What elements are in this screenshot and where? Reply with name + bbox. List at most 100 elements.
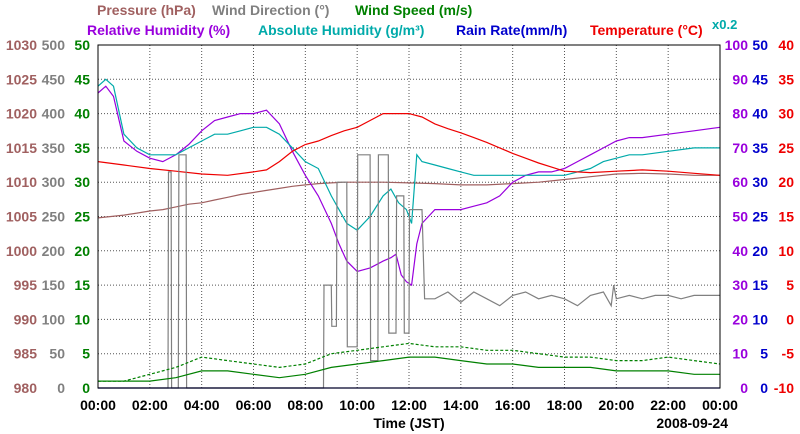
x-tick-label: 12:00 (391, 397, 427, 413)
tick-label-rain-rate: 0 (760, 380, 768, 396)
x-axis-label: Time (JST) (373, 415, 444, 431)
left-axes: 9809859909951000100510101015102010251030… (6, 37, 90, 396)
tick-label-temperature: 40 (778, 37, 794, 53)
tick-label-wind-speed: 0 (82, 380, 90, 396)
tick-label-wind-direction: 100 (42, 311, 66, 327)
tick-label-wind-speed: 35 (74, 140, 90, 156)
tick-label-wind-speed: 25 (74, 209, 90, 225)
tick-label-temperature: 35 (778, 71, 794, 87)
tick-label-wind-speed: 20 (74, 243, 90, 259)
tick-label-wind-speed: 30 (74, 174, 90, 190)
tick-label-wind-direction: 350 (42, 140, 66, 156)
tick-label-wind-direction: 150 (42, 277, 66, 293)
legend-temperature: Temperature (°C) (590, 22, 703, 38)
series-layer (97, 78, 721, 389)
tick-label-temperature: 30 (778, 106, 794, 122)
tick-label-wind-direction: 400 (42, 106, 66, 122)
legend-wind-direction: Wind Direction (°) (212, 2, 329, 18)
tick-label-relative-humidity: 80 (732, 106, 748, 122)
tick-label-rain-rate: 20 (752, 243, 768, 259)
legend-pressure: Pressure (hPa) (97, 2, 196, 18)
x-tick-label: 20:00 (598, 397, 634, 413)
tick-label-pressure: 985 (14, 346, 38, 362)
series-wind-direction (98, 154, 720, 389)
tick-label-wind-direction: 450 (42, 71, 66, 87)
tick-label-wind-speed: 40 (74, 106, 90, 122)
legend-wind-speed: Wind Speed (m/s) (355, 2, 472, 18)
tick-label-relative-humidity: 10 (732, 346, 748, 362)
tick-label-wind-direction: 250 (42, 209, 66, 225)
tick-label-wind-direction: 0 (57, 380, 65, 396)
tick-label-pressure: 1005 (6, 209, 37, 225)
tick-label-relative-humidity: 30 (732, 277, 748, 293)
right-axes: 0102030405060708090100051015202530354045… (725, 37, 795, 396)
tick-label-pressure: 1010 (6, 174, 37, 190)
tick-label-relative-humidity: 100 (725, 37, 749, 53)
tick-label-relative-humidity: 60 (732, 174, 748, 190)
x-tick-label: 10:00 (339, 397, 375, 413)
tick-label-temperature: 15 (778, 209, 794, 225)
tick-label-rain-rate: 35 (752, 140, 768, 156)
x-tick-label: 00:00 (80, 397, 116, 413)
series-absolute-humidity-g-m (97, 78, 720, 231)
tick-label-temperature: 0 (786, 311, 794, 327)
tick-label-temperature: 20 (778, 174, 794, 190)
legend-absolute-humidity: Absolute Humidity (g/m³) (258, 22, 424, 38)
x-tick-label: 02:00 (132, 397, 168, 413)
x-tick-label: 06:00 (236, 397, 272, 413)
tick-label-relative-humidity: 90 (732, 71, 748, 87)
tick-label-wind-direction: 500 (42, 37, 66, 53)
tick-label-relative-humidity: 40 (732, 243, 748, 259)
tick-label-relative-humidity: 50 (732, 209, 748, 225)
tick-label-wind-speed: 15 (74, 277, 90, 293)
tick-label-rain-rate: 15 (752, 277, 768, 293)
series-temperature-c (97, 112, 721, 176)
tick-label-wind-direction: 200 (42, 243, 66, 259)
tick-label-relative-humidity: 20 (732, 311, 748, 327)
tick-label-pressure: 1025 (6, 71, 37, 87)
series-relative-humidity (97, 85, 721, 287)
tick-label-pressure: 990 (14, 311, 38, 327)
tick-label-temperature: 10 (778, 243, 794, 259)
tick-label-wind-speed: 50 (74, 37, 90, 53)
x-tick-label: 00:00 (702, 397, 738, 413)
tick-label-pressure: 1020 (6, 106, 37, 122)
tick-label-pressure: 1015 (6, 140, 37, 156)
x-tick-label: 14:00 (443, 397, 479, 413)
tick-label-temperature: 25 (778, 140, 794, 156)
tick-label-rain-rate: 50 (752, 37, 768, 53)
x-tick-label: 22:00 (650, 397, 686, 413)
tick-label-temperature: 5 (786, 277, 794, 293)
tick-label-wind-speed: 5 (82, 346, 90, 362)
series-wind-speed-m-s (98, 356, 720, 382)
legend-rain-rate: Rain Rate(mm/h) (456, 22, 567, 38)
tick-label-pressure: 1000 (6, 243, 37, 259)
legend-relative-humidity: Relative Humidity (%) (87, 22, 230, 38)
tick-label-rain-rate: 5 (760, 346, 768, 362)
tick-label-pressure: 1030 (6, 37, 37, 53)
tick-label-rain-rate: 25 (752, 209, 768, 225)
legend-rain-scale-note: x0.2 (712, 17, 737, 32)
tick-label-rain-rate: 40 (752, 106, 768, 122)
x-tick-label: 18:00 (547, 397, 583, 413)
x-tick-label: 04:00 (184, 397, 220, 413)
tick-label-rain-rate: 45 (752, 71, 768, 87)
chart-date: 2008-09-24 (656, 415, 728, 431)
tick-label-wind-speed: 45 (74, 71, 90, 87)
tick-label-temperature: -10 (774, 380, 794, 396)
tick-label-wind-direction: 50 (49, 346, 65, 362)
tick-label-rain-rate: 10 (752, 311, 768, 327)
tick-label-rain-rate: 30 (752, 174, 768, 190)
x-tick-label: 08:00 (287, 397, 323, 413)
tick-label-pressure: 980 (14, 380, 38, 396)
series-wind-gust-m-s (98, 342, 721, 382)
tick-label-wind-speed: 10 (74, 311, 90, 327)
tick-label-pressure: 995 (14, 277, 38, 293)
tick-label-temperature: -5 (782, 346, 795, 362)
tick-label-relative-humidity: 0 (740, 380, 748, 396)
tick-label-wind-direction: 300 (42, 174, 66, 190)
plot-frame (97, 44, 721, 389)
x-axis-ticks: 00:00 02:00 04:00 06:00 08:00 10:00 12:00 14:00… (80, 397, 738, 413)
tick-label-relative-humidity: 70 (732, 140, 748, 156)
